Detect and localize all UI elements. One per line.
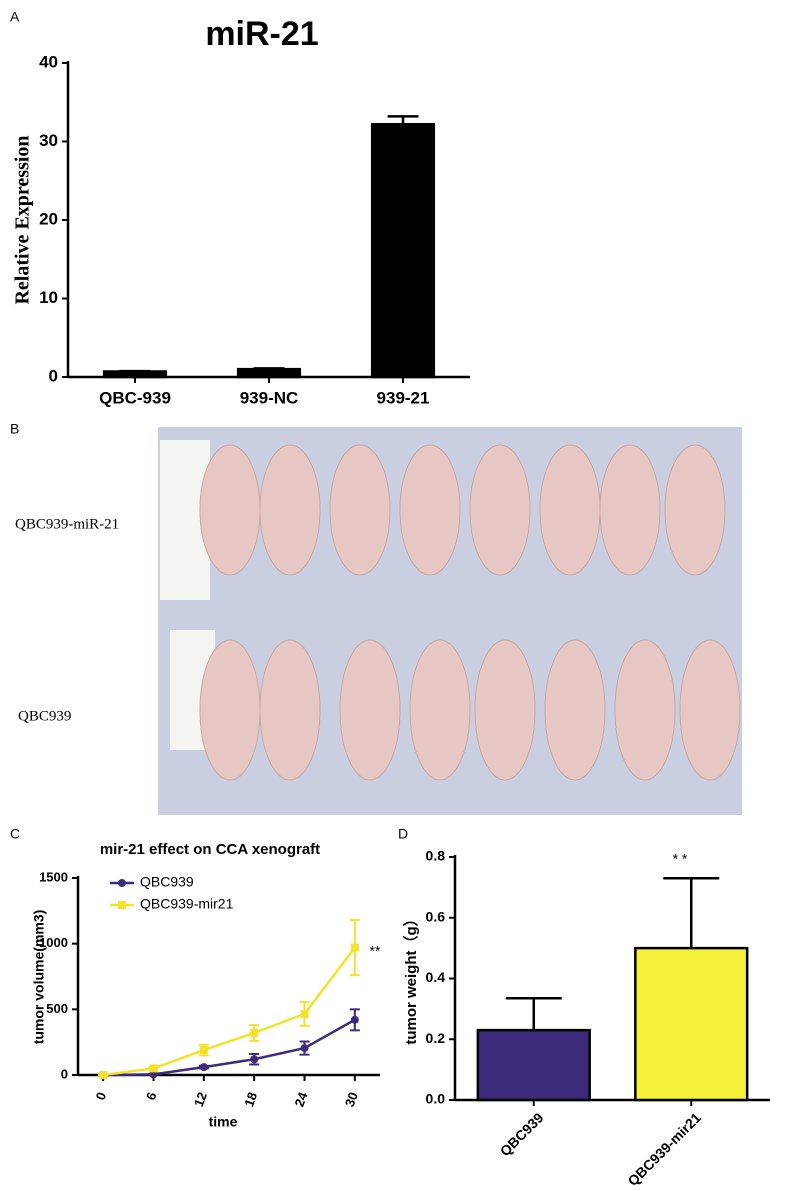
x-tick-label: 24 <box>292 1089 311 1108</box>
y-tick-label: 0 <box>61 1066 68 1081</box>
y-tick-label: 1000 <box>39 935 68 950</box>
marker <box>350 1015 359 1024</box>
chart-title: miR-21 <box>205 15 318 53</box>
y-tick-label: 0.0 <box>426 1091 446 1107</box>
y-tick-label: 40 <box>39 52 58 71</box>
y-axis-label: Relative Expression <box>12 135 34 304</box>
marker <box>300 1009 309 1018</box>
y-tick-label: 0.2 <box>426 1030 446 1046</box>
marker <box>250 1055 259 1064</box>
y-tick-label: 500 <box>46 1001 68 1016</box>
legend-label: QBC939 <box>140 874 194 890</box>
y-tick-label: 30 <box>39 131 58 150</box>
legend-marker <box>118 879 126 887</box>
chart-title: mir-21 effect on CCA xenograft <box>100 841 320 858</box>
x-tick-label: QBC939-mir21 <box>624 1109 704 1189</box>
bar <box>370 122 436 379</box>
annotation: * * <box>673 851 688 867</box>
bar <box>236 367 302 379</box>
panel-label: A <box>10 9 20 25</box>
series-line <box>103 946 356 1077</box>
y-tick-label: 10 <box>39 288 58 307</box>
legend-marker <box>118 901 126 909</box>
marker <box>199 1046 208 1055</box>
y-tick-label: 0.8 <box>426 848 446 864</box>
y-tick-label: 1500 <box>39 869 68 884</box>
series-line <box>103 1018 356 1077</box>
x-tick-label: 6 <box>143 1090 160 1102</box>
photo-label: QBC939 <box>18 708 71 724</box>
marker <box>149 1064 158 1073</box>
marker <box>300 1044 309 1053</box>
annotation: ** <box>370 943 381 959</box>
x-axis-label: time <box>209 1114 238 1130</box>
y-tick-label: 0.4 <box>426 969 446 985</box>
legend-label: QBC939-mir21 <box>140 896 234 912</box>
x-tick-label: 939-NC <box>240 388 299 407</box>
marker <box>199 1063 208 1072</box>
panel-label: B <box>10 421 19 437</box>
bar <box>476 1028 591 1102</box>
bar <box>634 946 749 1102</box>
marker <box>250 1028 259 1037</box>
panel-label: C <box>10 826 20 842</box>
x-tick-label: 30 <box>342 1090 361 1109</box>
photo-label: QBC939-miR-21 <box>15 516 119 532</box>
x-tick-label: 0 <box>93 1090 110 1102</box>
x-tick-label: QBC-939 <box>99 388 171 407</box>
y-axis-label: tumor volume(mm3) <box>31 910 47 1045</box>
panel-label: D <box>398 826 408 842</box>
x-tick-label: 939-21 <box>377 388 430 407</box>
x-tick-label: 12 <box>191 1090 210 1109</box>
y-tick-label: 20 <box>39 209 58 228</box>
bar <box>102 370 168 379</box>
y-tick-label: 0 <box>49 366 58 385</box>
x-tick-label: 18 <box>241 1090 260 1109</box>
photo <box>158 427 742 815</box>
mice <box>199 444 741 781</box>
y-axis-label: tumor weight（g） <box>402 911 420 1044</box>
marker <box>99 1071 108 1079</box>
x-tick-label: QBC939 <box>497 1109 547 1159</box>
y-tick-label: 0.6 <box>426 908 446 924</box>
marker <box>350 943 359 952</box>
